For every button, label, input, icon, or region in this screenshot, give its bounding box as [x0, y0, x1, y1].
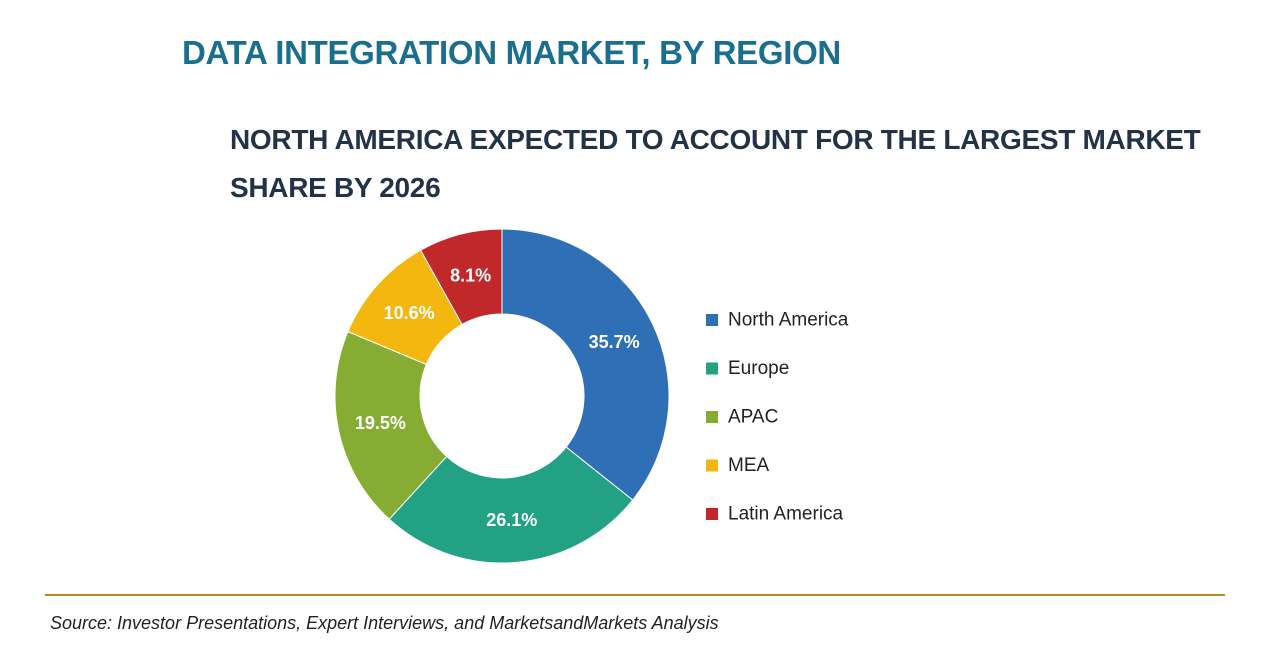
legend-swatch-mea [706, 459, 718, 472]
source-note: Source: Investor Presentations, Expert I… [50, 613, 719, 633]
slice-europe [388, 446, 634, 564]
slice-latin-america [419, 228, 503, 326]
chart-subtitle: NORTH AMERICA EXPECTED TO ACCOUNT FOR TH… [230, 124, 1201, 203]
data-label-latin-america: 8.1% [450, 266, 491, 286]
data-label-apac: 19.5% [355, 413, 406, 433]
legend-label-europe: Europe [728, 358, 789, 379]
legend-swatch-north-america [706, 314, 718, 326]
legend-swatch-europe [706, 362, 718, 375]
chart-legend: North America Europe APAC MEA Latin America [706, 310, 849, 525]
donut-chart: 35.7% 26.1% 19.5% 10.6% 8.1% North America Eu… [334, 228, 849, 564]
legend-label-mea: MEA [728, 455, 770, 476]
slice-apac [334, 330, 448, 520]
slice-north-america [501, 228, 670, 501]
page-title: DATA INTEGRATION MARKET, BY REGION [182, 34, 841, 71]
data-label-north-america: 35.7% [589, 332, 640, 352]
donut-slices [334, 228, 670, 564]
data-label-mea: 10.6% [384, 303, 435, 323]
legend-label-latin-america: Latin America [728, 504, 844, 525]
legend-item-north-america: North America [706, 310, 849, 331]
legend-swatch-latin-america [706, 508, 718, 520]
data-label-europe: 26.1% [486, 510, 537, 530]
slice-labels: 35.7% 26.1% 19.5% 10.6% 8.1% [355, 266, 640, 531]
legend-swatch-apac [706, 411, 718, 423]
legend-label-apac: APAC [728, 407, 778, 428]
legend-item-europe: Europe [706, 358, 789, 379]
legend-item-latin-america: Latin America [706, 504, 844, 525]
legend-item-apac: APAC [706, 407, 778, 428]
legend-item-mea: MEA [706, 455, 770, 476]
footer-divider [45, 594, 1225, 596]
legend-label-north-america: North America [728, 310, 849, 331]
